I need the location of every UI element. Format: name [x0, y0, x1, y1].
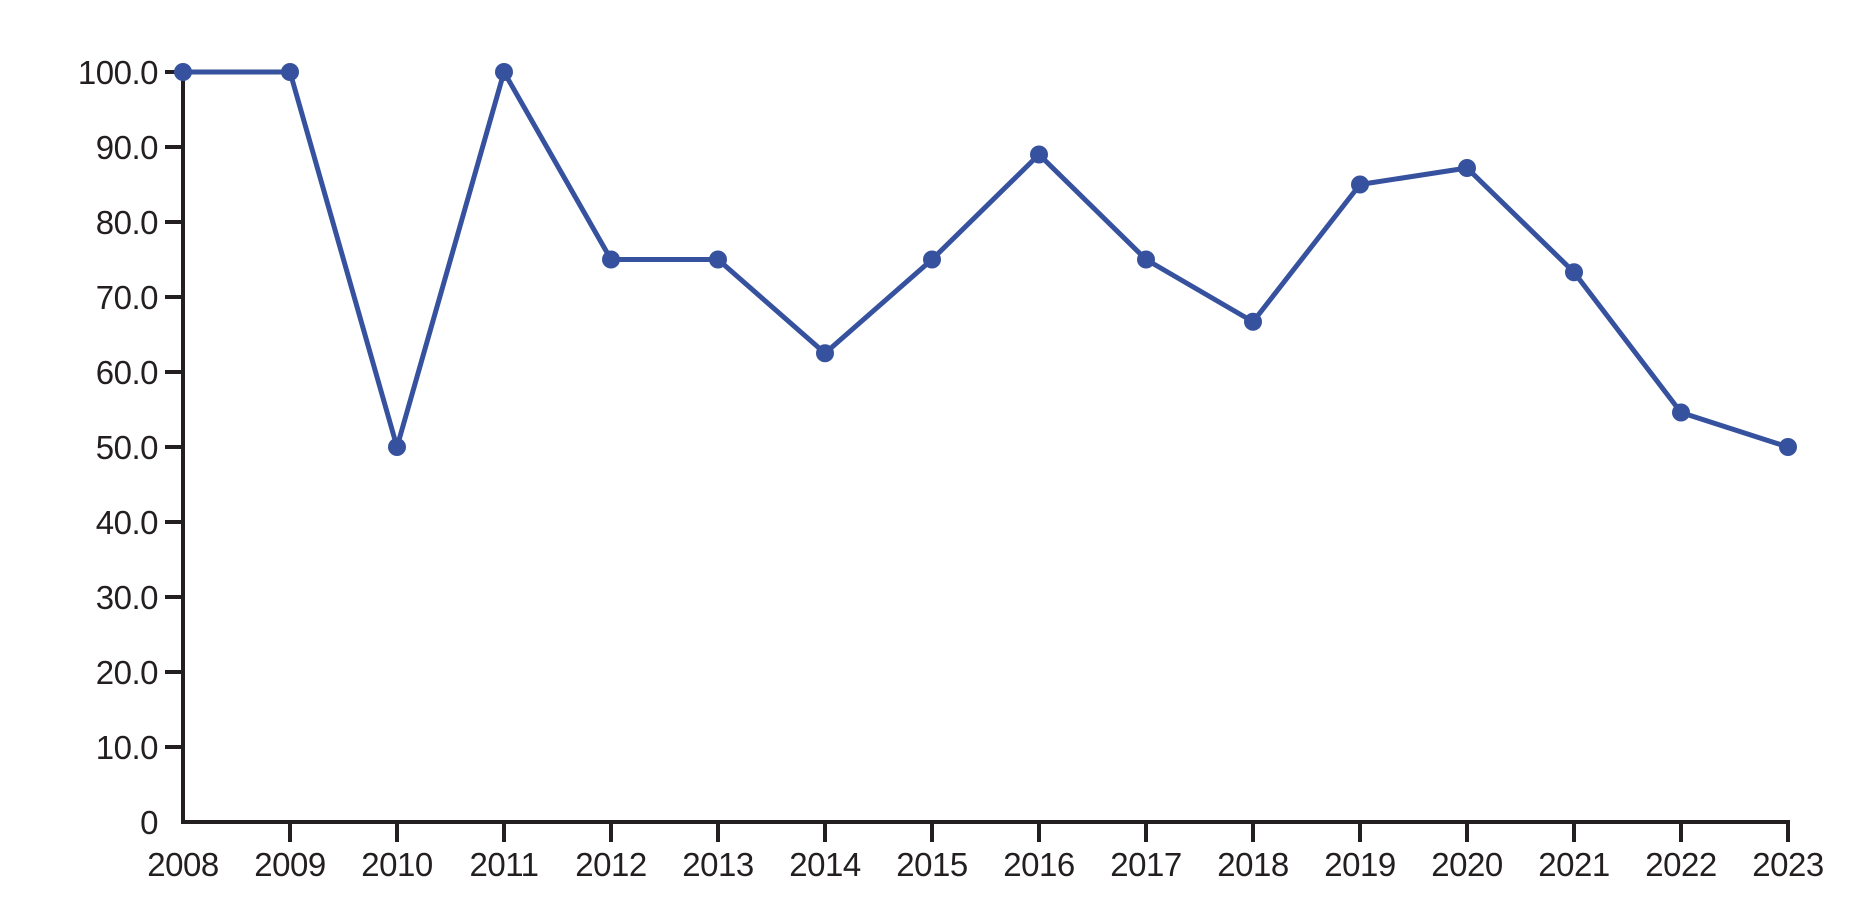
- x-axis-tick-label: 2018: [1217, 846, 1288, 883]
- x-axis-tick-label: 2020: [1431, 846, 1503, 883]
- x-axis-tick-label: 2023: [1752, 846, 1823, 883]
- axis-labels: 0 10.0 20.0 30.0 40.0 50.0 60.0 70.0 80.0 90.0 100…: [78, 54, 1824, 883]
- series-line: [180, 69, 1791, 450]
- data-point-2009: [281, 63, 299, 81]
- data-point-2014: [816, 344, 834, 363]
- x-axis-tick-label: 2022: [1645, 846, 1716, 883]
- y-axis-tick-label: 20.0: [96, 654, 158, 691]
- y-axis-tick-label: 80.0: [96, 204, 158, 241]
- x-axis-tick-label: 2013: [682, 846, 753, 883]
- data-point-2018: [1244, 312, 1262, 331]
- data-point-2015: [923, 250, 941, 269]
- data-point-2010: [388, 438, 406, 456]
- y-axis-tick-label: 100.0: [78, 54, 158, 91]
- y-axis-tick-label: 90.0: [96, 129, 158, 166]
- data-point-2020: [1458, 159, 1476, 177]
- data-point-2011: [495, 63, 513, 81]
- x-axis-tick-label: 2012: [575, 846, 646, 883]
- x-axis-tick-label: 2019: [1324, 846, 1395, 883]
- x-axis-tick-label: 2011: [470, 846, 539, 883]
- data-point-2013: [709, 250, 727, 269]
- data-point-2017: [1137, 250, 1155, 269]
- x-axis-tick-label: 2010: [361, 846, 433, 883]
- x-axis-tick-label: 2014: [789, 846, 861, 883]
- data-point-2016: [1030, 145, 1048, 164]
- x-axis-tick-label: 2008: [147, 846, 218, 883]
- x-axis-tick-label: 2015: [896, 846, 967, 883]
- y-axis-tick-label: 10.0: [96, 729, 158, 766]
- y-axis-tick-label: 50.0: [96, 429, 158, 466]
- data-point-2019: [1351, 175, 1369, 194]
- y-axis-tick-label: 70.0: [96, 279, 158, 316]
- data-point-2012: [602, 250, 620, 269]
- axes: [165, 64, 1790, 842]
- y-axis-tick-label: 30.0: [96, 579, 158, 616]
- x-axis-tick-label: 2021: [1538, 846, 1609, 883]
- data-point-2008: [174, 63, 192, 81]
- x-axis-tick-label: 2017: [1110, 846, 1181, 883]
- y-axis-tick-label: 40.0: [96, 504, 158, 541]
- data-point-2022: [1672, 403, 1690, 422]
- y-axis-tick-label: 60.0: [96, 354, 158, 391]
- x-axis-tick-label: 2016: [1003, 846, 1074, 883]
- data-point-2021: [1565, 263, 1583, 282]
- data-point-2023: [1779, 438, 1797, 456]
- x-axis-tick-label: 2009: [254, 846, 325, 883]
- y-axis-tick-label: 0: [140, 804, 158, 841]
